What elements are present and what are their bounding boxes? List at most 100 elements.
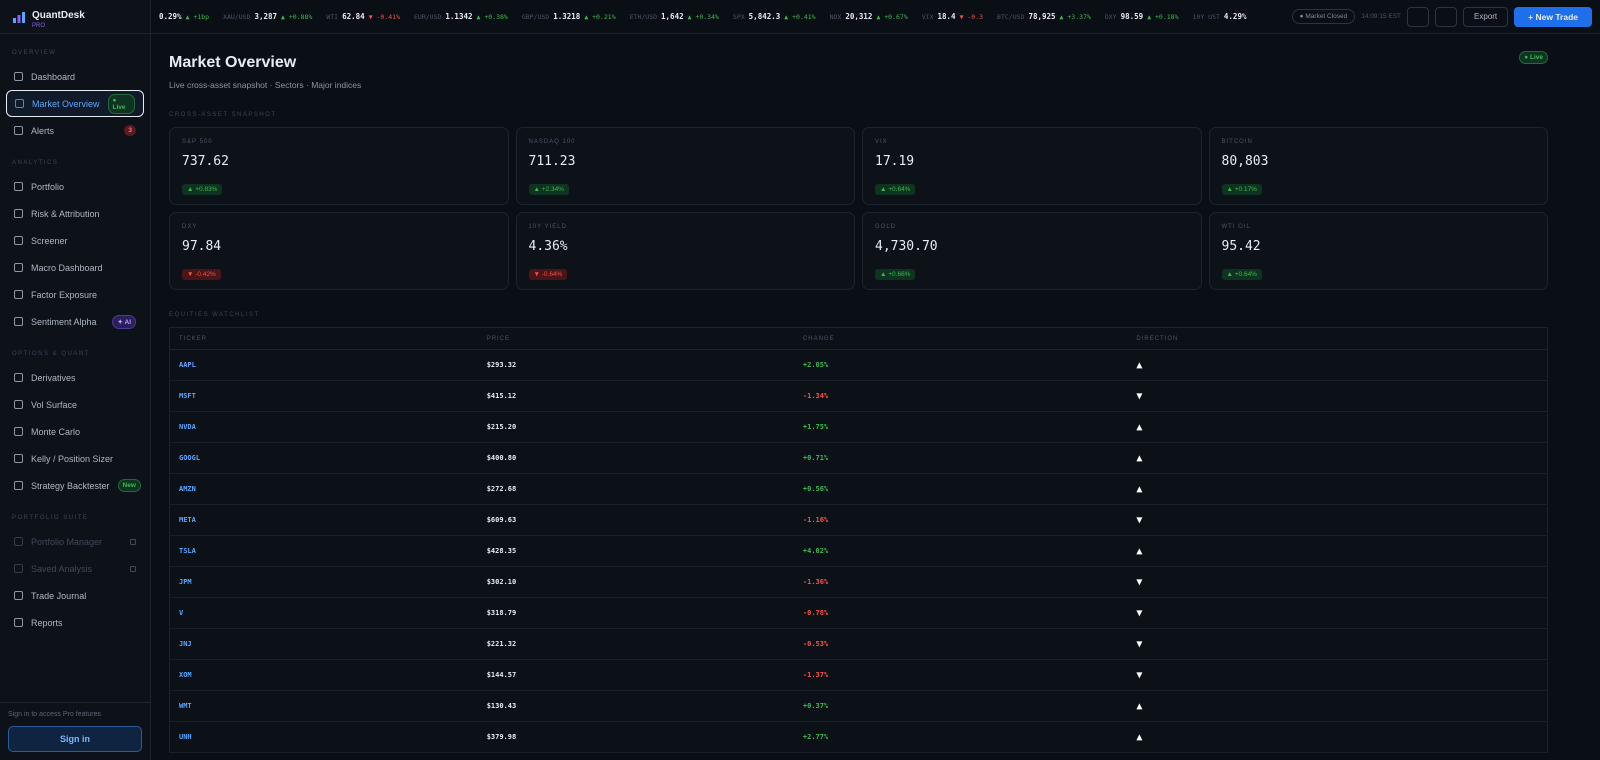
nav-icon bbox=[14, 209, 23, 218]
nav-icon bbox=[14, 72, 23, 81]
card-change: ▲ +0.64% bbox=[875, 184, 916, 195]
watchlist-row: NVDA $215.20 +1.75% ▲ bbox=[169, 411, 1548, 443]
nav-badge: New bbox=[117, 479, 141, 492]
ticker-cell: UNH bbox=[169, 721, 478, 753]
nav-item[interactable]: Kelly / Position Sizer bbox=[6, 445, 144, 472]
direction-cell: ▲ bbox=[1127, 349, 1548, 381]
nav-icon bbox=[14, 481, 23, 490]
nav-item[interactable]: Market Overview ● Live bbox=[6, 90, 144, 117]
nav-item[interactable]: Screener bbox=[6, 227, 144, 254]
card-change: ▲ +2.34% bbox=[528, 184, 569, 195]
direction-cell: ▲ bbox=[1127, 690, 1548, 722]
ticker-value: 4.29% bbox=[1223, 12, 1247, 21]
card-label: NASDAQ 100 bbox=[528, 139, 576, 145]
ticker-item: BTC/USD 78,925 ▲ +3.37% bbox=[997, 12, 1091, 21]
watchlist-row: AMZN $272.68 +0.56% ▲ bbox=[169, 473, 1548, 505]
nav-item[interactable]: Trade Journal bbox=[6, 582, 144, 609]
direction-cell: ▼ bbox=[1127, 504, 1548, 536]
change-cell: -1.36% bbox=[793, 566, 1128, 598]
sign-in-button[interactable]: Sign in bbox=[8, 726, 142, 752]
nav-icon bbox=[14, 317, 23, 326]
nav-icon bbox=[14, 400, 23, 409]
card-value: 95.42 bbox=[1221, 239, 1261, 254]
nav-item[interactable]: Saved Analysis bbox=[6, 555, 144, 582]
nav-item[interactable]: Vol Surface bbox=[6, 391, 144, 418]
search-button[interactable] bbox=[1407, 6, 1430, 27]
snapshot-card: NASDAQ 100 711.23 ▲ +2.34% bbox=[515, 127, 855, 205]
new-trade-button[interactable]: + New Trade bbox=[1514, 6, 1592, 27]
price-cell: $318.79 bbox=[477, 597, 794, 629]
nav-label: Portfolio Manager bbox=[31, 536, 103, 547]
watchlist-row: UNH $379.98 +2.77% ▲ bbox=[169, 721, 1548, 753]
direction-cell: ▼ bbox=[1127, 659, 1548, 691]
nav-label: Risk & Attribution bbox=[31, 208, 100, 219]
ticker-cell: V bbox=[169, 597, 478, 629]
ticker-cell: WMT bbox=[169, 690, 478, 722]
nav-icon bbox=[14, 564, 23, 573]
ticker-change: ▲ +0.34% bbox=[687, 12, 719, 21]
ticker-item: 10Y UST 4.29% bbox=[1193, 12, 1247, 21]
card-value: 97.84 bbox=[182, 239, 222, 254]
nav-label: Alerts bbox=[31, 125, 55, 136]
nav: OVERVIEW Dashboard Market Overview ● Live Al… bbox=[0, 34, 150, 636]
nav-item[interactable]: Sentiment Alpha ✦ AI bbox=[6, 308, 144, 335]
brand-name: QuantDesk bbox=[32, 9, 85, 21]
nav-item[interactable]: Factor Exposure bbox=[6, 281, 144, 308]
price-cell: $293.32 bbox=[477, 349, 794, 381]
nav-item[interactable]: Strategy Backtester New bbox=[6, 472, 144, 499]
watchlist-row: JPM $302.10 -1.36% ▼ bbox=[169, 566, 1548, 598]
direction-cell: ▲ bbox=[1127, 473, 1548, 505]
notifications-button[interactable] bbox=[1435, 6, 1458, 27]
ticker-cell: JNJ bbox=[169, 628, 478, 660]
ticker-value: 1.3218 bbox=[553, 12, 581, 21]
ticker-cell: AMZN bbox=[169, 473, 478, 505]
footer-note: Sign in to access Pro features bbox=[8, 711, 101, 718]
nav-item[interactable]: Portfolio bbox=[6, 173, 144, 200]
nav-icon bbox=[14, 236, 23, 245]
direction-cell: ▲ bbox=[1127, 535, 1548, 567]
export-button[interactable]: Export bbox=[1463, 6, 1509, 27]
snapshot-card: 10Y YIELD 4.36% ▼ -0.64% bbox=[515, 212, 855, 290]
direction-cell: ▼ bbox=[1127, 628, 1548, 660]
card-change: ▲ +0.83% bbox=[182, 184, 223, 195]
watchlist-row: TSLA $428.35 +4.02% ▲ bbox=[169, 535, 1548, 567]
nav-item[interactable]: Portfolio Manager bbox=[6, 528, 144, 555]
change-cell: +0.37% bbox=[793, 690, 1128, 722]
ticker-label: VIX bbox=[921, 12, 934, 21]
ticker-cell: META bbox=[169, 504, 478, 536]
watchlist-row: AAPL $293.32 +2.05% ▲ bbox=[169, 349, 1548, 381]
column-header: CHANGE bbox=[793, 327, 1128, 350]
direction-cell: ▲ bbox=[1127, 721, 1548, 753]
ticker-value: 78,925 bbox=[1028, 12, 1056, 21]
nav-label: Market Overview bbox=[32, 98, 100, 109]
card-label: WTI OIL bbox=[1221, 224, 1251, 230]
nav-icon bbox=[14, 454, 23, 463]
section-title: EQUITIES WATCHLIST bbox=[169, 312, 260, 318]
nav-item[interactable]: Reports bbox=[6, 609, 144, 636]
nav-section-title: OPTIONS & QUANT bbox=[12, 351, 90, 357]
ticker-value: 98.59 bbox=[1120, 12, 1144, 21]
nav-item[interactable]: Dashboard bbox=[6, 63, 144, 90]
nav-item[interactable]: Derivatives bbox=[6, 364, 144, 391]
content: Market Overview Live cross-asset snapsho… bbox=[151, 34, 1600, 753]
nav-icon bbox=[14, 263, 23, 272]
nav-label: Trade Journal bbox=[31, 590, 87, 601]
watchlist-row: JNJ $221.32 -0.53% ▼ bbox=[169, 628, 1548, 660]
ticker-label: WTI bbox=[326, 12, 339, 21]
card-value: 17.19 bbox=[875, 154, 915, 169]
ticker-change: ▲ +0.67% bbox=[876, 12, 908, 21]
nav-item[interactable]: Monte Carlo bbox=[6, 418, 144, 445]
nav-item[interactable]: Macro Dashboard bbox=[6, 254, 144, 281]
ticker-value: 1,642 bbox=[661, 12, 684, 21]
clock: 14:09:15 EST bbox=[1361, 13, 1402, 20]
nav-item[interactable]: Alerts 3 bbox=[6, 117, 144, 144]
nav-section-title: ANALYTICS bbox=[12, 160, 59, 166]
nav-item[interactable]: Risk & Attribution bbox=[6, 200, 144, 227]
ticker-item: WTI 62.84 ▼ -0.41% bbox=[326, 12, 400, 21]
sidebar: QuantDesk PRO OVERVIEW Dashboard Market Ove… bbox=[0, 0, 151, 760]
section-title: CROSS-ASSET SNAPSHOT bbox=[169, 112, 277, 118]
price-cell: $215.20 bbox=[477, 411, 794, 443]
watchlist-row: GOOGL $400.80 +0.71% ▲ bbox=[169, 442, 1548, 474]
ticker-label: BTC/USD bbox=[997, 12, 1025, 21]
